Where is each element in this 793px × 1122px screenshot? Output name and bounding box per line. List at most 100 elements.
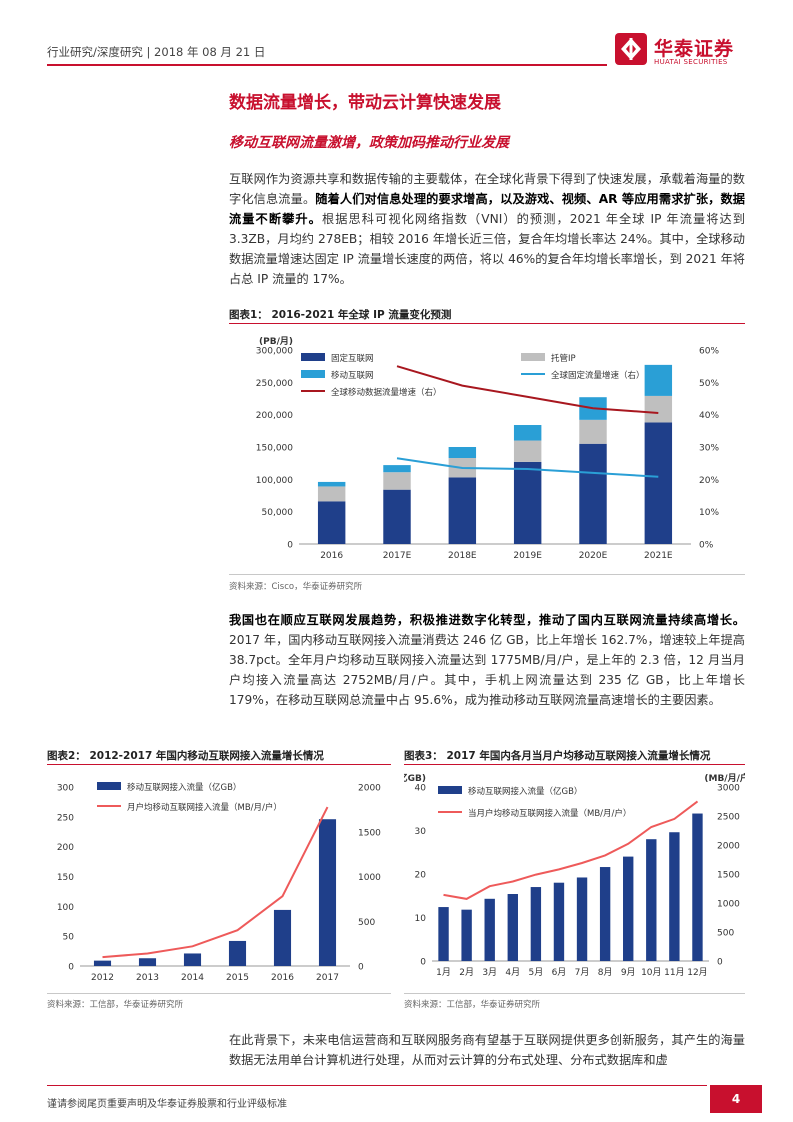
figure-1-source: 资料来源：Cisco，华泰证券研究所	[229, 582, 363, 592]
y2-tick-label: 0%	[699, 541, 714, 551]
figure-1-rule	[229, 323, 745, 324]
bar-2	[579, 419, 607, 444]
series-line-2	[396, 365, 659, 414]
y2-tick-label: 1500	[717, 871, 740, 881]
page-header: 行业研究/深度研究 | 2018 年 08 月 21 日	[47, 45, 266, 59]
header-rule	[47, 64, 607, 66]
y2-tick-label: 30%	[699, 444, 719, 454]
legend-swatch	[521, 353, 545, 361]
bar-1	[644, 422, 673, 544]
bar-2	[317, 486, 346, 502]
y-axis-unit: (PB/月)	[259, 336, 293, 347]
y-tick-label: 200	[57, 843, 74, 853]
bar-1	[448, 477, 477, 544]
x-tick-label: 7月	[575, 967, 590, 978]
paragraph-1: 互联网作为资源共享和数据传输的主要载体，在全球化背景下得到了快速发展，承载着海量…	[229, 169, 745, 289]
page-number: 4	[710, 1085, 762, 1113]
y2-tick-label: 60%	[699, 347, 719, 357]
y-tick-label: 200,000	[256, 411, 293, 421]
company-logo: 华泰证券 HUATAI SECURITIES	[614, 32, 754, 72]
x-tick-label: 9月	[621, 967, 636, 978]
footer-disclaimer: 谨请参阅尾页重要声明及华泰证券股票和行业评级标准	[47, 1099, 287, 1110]
y-tick-label: 300,000	[256, 347, 293, 357]
bar-1	[646, 839, 657, 961]
x-tick-label: 2021E	[644, 551, 673, 561]
bar-3	[644, 364, 673, 396]
y2-tick-label: 500	[358, 918, 375, 928]
legend-label: 移动互联网接入流量（亿GB）	[127, 782, 241, 793]
bar-3	[317, 481, 346, 487]
y2-tick-label: 0	[717, 958, 723, 968]
x-tick-label: 12月	[687, 967, 707, 978]
x-tick-label: 2017E	[383, 551, 412, 561]
bar-2	[513, 440, 542, 462]
y-tick-label: 50	[63, 933, 75, 943]
bar-1	[669, 832, 680, 961]
x-tick-label: 11月	[664, 967, 684, 978]
subsection-title: 移动互联网流量激增，政策加码推动行业发展	[229, 135, 509, 151]
legend-swatch	[438, 786, 462, 794]
bar-1	[579, 443, 607, 544]
bar-3	[448, 447, 477, 458]
x-tick-label: 3月	[482, 967, 497, 978]
bar-3	[383, 465, 411, 473]
legend-swatch	[301, 353, 325, 361]
y-tick-label: 100	[57, 903, 74, 913]
y2-tick-label: 1000	[717, 900, 740, 910]
x-tick-label: 2013	[136, 973, 159, 983]
y2-tick-label: 0	[358, 963, 364, 973]
x-tick-label: 2015	[226, 973, 249, 983]
legend-label: 当月户均移动互联网接入流量（MB/月/户）	[468, 808, 631, 819]
figure-3-chart: 0 10 20 30 40 0 500 1000 1500 2000 2500 3000 (亿GB) (M…	[404, 772, 745, 978]
legend-label: 移动互联网	[331, 370, 374, 381]
y-tick-label: 300	[57, 784, 74, 794]
y2-tick-label: 10%	[699, 508, 719, 518]
figure-1-bottom-rule	[229, 574, 745, 575]
y-tick-label: 150,000	[256, 444, 293, 454]
x-tick-label: 2020E	[579, 551, 608, 561]
legend-label: 固定互联网	[331, 353, 374, 364]
y-tick-label: 250,000	[256, 379, 293, 389]
x-tick-label: 2014	[181, 973, 204, 983]
bar-1	[507, 894, 518, 961]
figure-3-source: 资料来源：工信部，华泰证券研究所	[404, 1000, 541, 1010]
legend-label: 全球固定流量增速（右）	[551, 370, 645, 381]
bar-1	[692, 813, 703, 961]
y2-tick-label: 1000	[358, 873, 381, 883]
figure-2-title: 图表2： 2012-2017 年国内移动互联网接入流量增长情况	[47, 750, 324, 762]
x-tick-label: 2月	[459, 967, 474, 978]
x-tick-label: 2019E	[513, 551, 542, 561]
x-tick-label: 2012	[91, 973, 114, 983]
bar-1	[530, 887, 542, 961]
bar-3	[513, 425, 542, 441]
series-line-1	[443, 800, 699, 900]
bar-1	[273, 909, 292, 966]
x-tick-label: 2017	[316, 973, 339, 983]
y-tick-label: 150	[57, 873, 74, 883]
y-tick-label: 250	[57, 813, 74, 823]
x-tick-label: 5月	[529, 967, 544, 978]
y-tick-label: 0	[420, 958, 426, 968]
series-line-1	[102, 806, 329, 959]
footer-rule	[47, 1085, 707, 1086]
paragraph-3: 在此背景下，未来电信运营商和互联网服务商有望基于互联网提供更多创新服务，其产生的…	[229, 1030, 745, 1070]
bar-1	[183, 953, 202, 966]
bar-1	[228, 940, 247, 966]
figure-2-rule	[47, 764, 391, 765]
y2-tick-label: 3000	[717, 784, 740, 794]
bar-1	[317, 501, 346, 544]
bar-2	[383, 472, 411, 490]
bar-1	[553, 882, 565, 961]
x-tick-label: 1月	[436, 967, 451, 978]
x-tick-label: 8月	[598, 967, 613, 978]
legend-swatch	[97, 782, 121, 790]
bar-1	[513, 461, 542, 544]
bar-1	[438, 907, 449, 961]
x-tick-label: 4月	[505, 967, 520, 978]
legend-label: 移动互联网接入流量（亿GB）	[468, 786, 582, 797]
figure-3-bottom-rule	[404, 993, 745, 994]
y2-tick-label: 50%	[699, 379, 719, 389]
y2-tick-label: 2000	[358, 784, 381, 794]
y-axis-unit: (亿GB)	[404, 772, 426, 784]
logo-text-cn: 华泰证券	[654, 38, 735, 60]
